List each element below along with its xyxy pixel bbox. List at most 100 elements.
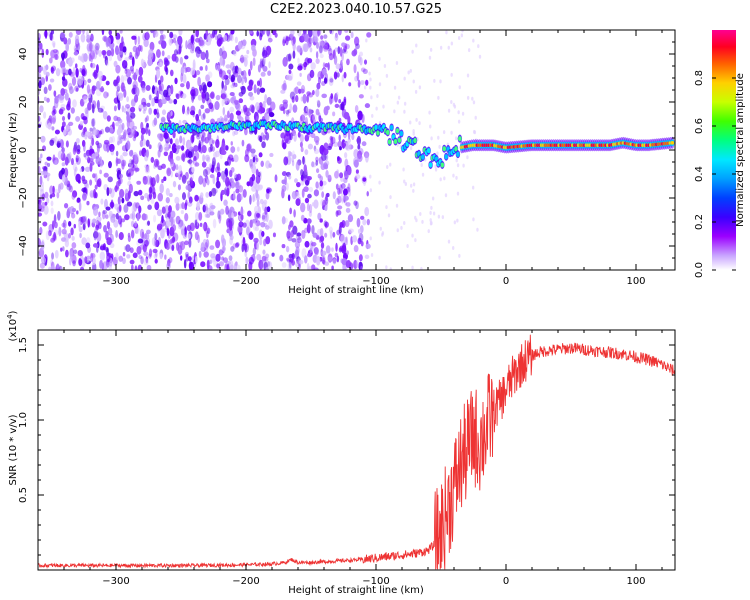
spectrogram-noise-cell: [356, 71, 360, 82]
spectrogram-noise-cell: [130, 128, 136, 136]
spectrogram-noise-cell: [212, 175, 216, 185]
spectrogram-noise-cell: [134, 265, 138, 270]
spectrogram-noise-cell: [107, 176, 113, 183]
spectrogram-noise-cell: [89, 162, 93, 172]
spectrogram-noise-cell: [99, 169, 102, 175]
spectrogram-noise-cell: [195, 30, 199, 38]
spectrogram-noise-cell: [121, 105, 125, 113]
spectrogram-noise-cell: [96, 144, 100, 154]
spectrogram-noise-cell: [190, 89, 196, 97]
spectrogram-noise-cell: [254, 211, 259, 221]
spectrogram-noise-cell: [178, 30, 183, 36]
spectrogram-noise-cell: [447, 45, 450, 50]
spectrogram-noise-cell: [177, 223, 182, 230]
spectrogram-noise-cell: [105, 206, 111, 211]
spectrogram-noise-cell: [456, 218, 459, 223]
spectrogram-noise-cell: [44, 191, 49, 199]
snr-scale-label: (x104): [6, 310, 19, 341]
spectrogram-noise-cell: [136, 245, 142, 255]
spectrogram-noise-cell: [375, 106, 378, 111]
spectrogram-noise-cell: [234, 242, 239, 248]
spectrogram-noise-cell: [156, 68, 161, 79]
spectrogram-noise-cell: [307, 37, 312, 42]
spectrogram-noise-cell: [266, 107, 271, 114]
spectrogram-noise-cell: [95, 64, 99, 73]
spectrogram-noise-cell: [320, 161, 324, 167]
spectrogram-noise-cell: [371, 113, 374, 118]
spectrogram-noise-cell: [123, 107, 127, 114]
spectrogram-noise-cell: [429, 124, 432, 129]
spectrogram-noise-cell: [288, 133, 292, 141]
spectrogram-noise-cell: [439, 79, 442, 84]
spectrogram-noise-cell: [114, 45, 120, 56]
spectrogram-noise-cell: [315, 181, 319, 189]
spectrogram-noise-cell: [419, 212, 422, 217]
spectrogram-noise-cell: [341, 52, 344, 62]
spectrogram-noise-cell: [150, 177, 156, 187]
spectrogram-noise-cell: [154, 258, 158, 264]
spectrogram-noise-cell: [149, 41, 155, 51]
spectrogram-noise-cell: [165, 96, 171, 101]
spectrogram-noise-cell: [233, 49, 237, 57]
spectrogram-noise-cell: [168, 37, 173, 46]
spectrogram-noise-cell: [145, 149, 149, 158]
spectrogram-noise-cell: [393, 109, 396, 114]
spectrogram-noise-cell: [272, 232, 276, 238]
spectrogram-noise-cell: [251, 44, 256, 52]
spectrogram-noise-cell: [190, 67, 196, 76]
spectrogram-noise-cell: [283, 156, 289, 166]
spectrogram-noise-cell: [209, 211, 215, 216]
spectrogram-noise-cell: [52, 154, 56, 165]
spectrogram-noise-cell: [366, 32, 372, 38]
spectrogram-noise-cell: [122, 151, 128, 157]
spectrogram-noise-cell: [76, 144, 81, 152]
spectrogram-noise-cell: [82, 215, 88, 226]
spectrogram-noise-cell: [229, 264, 234, 270]
spectrogram-noise-cell: [74, 166, 78, 172]
spectrogram-noise-cell: [127, 235, 131, 243]
spectrogram-noise-cell: [132, 151, 138, 161]
spectrogram-noise-cell: [330, 93, 334, 100]
spectrogram-noise-cell: [216, 175, 220, 183]
spectrogram-noise-cell: [403, 220, 406, 225]
spectrogram-noise-cell: [302, 93, 307, 104]
spectrogram-noise-cell: [52, 185, 55, 194]
spectrogram-noise-cell: [262, 134, 266, 141]
spectrogram-noise-cell: [344, 30, 349, 33]
spectrogram-noise-cell: [262, 65, 268, 72]
spectrogram-noise-cell: [265, 191, 270, 200]
spectrogram-noise-cell: [137, 75, 143, 83]
spectrogram-noise-cell: [180, 72, 184, 83]
spectrogram-noise-cell: [256, 241, 259, 251]
spectrogram-noise-cell: [182, 234, 188, 239]
spectrogram-noise-cell: [304, 134, 310, 142]
spectrogram-noise-cell: [251, 173, 256, 182]
spectrogram-noise-cell: [200, 113, 206, 121]
spectrogram-noise-cell: [389, 162, 392, 167]
spectrogram-noise-cell: [362, 68, 368, 75]
spectrogram-noise-cell: [175, 215, 181, 225]
spectrogram-noise-cell: [61, 121, 66, 128]
spectrogram-noise-cell: [430, 136, 433, 141]
spectrogram-noise-cell: [84, 166, 91, 173]
spectrogram-noise-cell: [256, 87, 261, 95]
spectrogram-noise-cell: [38, 157, 42, 165]
spectrogram-noise-cell: [195, 50, 201, 58]
spectrogram-noise-cell: [355, 43, 360, 50]
spectrogram-noise-cell: [378, 82, 382, 87]
spectrogram-noise-cell: [333, 71, 338, 80]
spectrogram-noise-cell: [317, 70, 323, 80]
spectrogram-noise-cell: [46, 197, 50, 204]
spectrogram-noise-cell: [132, 125, 138, 130]
spectrogram-noise-cell: [252, 156, 256, 163]
spectrogram-noise-cell: [106, 50, 112, 57]
spectrogram-noise-cell: [113, 115, 119, 122]
spectrogram-noise-cell: [154, 88, 157, 95]
spectrogram-noise-cell: [67, 37, 72, 45]
spectrogram-noise-cell: [106, 50, 112, 57]
spectrogram-noise-cell: [299, 141, 303, 148]
spectrogram-noise-cell: [73, 223, 77, 229]
spectrogram-signal-cell: [444, 154, 449, 160]
spectrogram-noise-cell: [87, 78, 92, 83]
spectrogram-noise-cell: [52, 42, 56, 48]
